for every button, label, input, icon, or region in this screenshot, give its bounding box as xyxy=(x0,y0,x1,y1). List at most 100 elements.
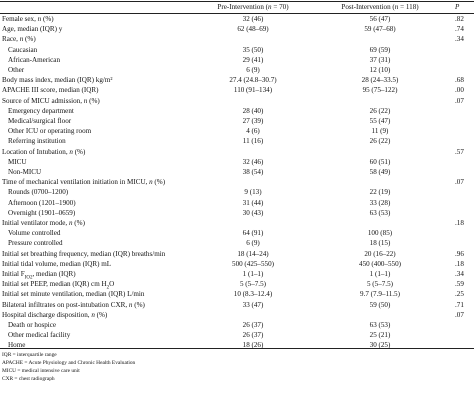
table-row: Overnight (1901–0659) 30 (43) 63 (53) xyxy=(0,208,474,218)
table-row: Race, n (%) .34 xyxy=(0,34,474,44)
table-row: Female sex, n (%) 32 (46) 56 (47) .82 xyxy=(0,14,474,24)
post-value: 37 (31) xyxy=(369,55,391,64)
row-label: Rounds (0700–1200) xyxy=(8,188,69,197)
p-value: .57 xyxy=(455,147,464,156)
row-label: African-American xyxy=(8,55,60,64)
post-value: 12 (10) xyxy=(369,66,391,74)
post-value: 5 (5–7.5) xyxy=(366,280,393,289)
p-value: .34 xyxy=(455,35,464,44)
p-value: .74 xyxy=(455,25,464,34)
p-value: .96 xyxy=(455,249,464,258)
p-value: .82 xyxy=(455,15,464,23)
bottom-rule xyxy=(0,348,474,349)
row-label: Initial set minute ventilation, median (… xyxy=(2,290,145,299)
pre-value: 6 (9) xyxy=(246,66,260,74)
table-row: Time of mechanical ventilation initiatio… xyxy=(0,177,474,187)
table-row: APACHE III score, median (IQR) 110 (91–13… xyxy=(0,85,474,95)
row-label: Age, median (IQR) y xyxy=(2,25,63,34)
row-label: Hospital discharge disposition, n (%) xyxy=(2,310,108,319)
table-row: Home 18 (26) 30 (25) xyxy=(0,340,474,350)
table-row: Bilateral infiltrates on post-intubation… xyxy=(0,300,474,310)
pre-value: 26 (37) xyxy=(242,321,264,329)
table-row: African-American 29 (41) 37 (31) xyxy=(0,55,474,65)
row-label: Other xyxy=(8,66,25,74)
post-value: 20 (16–22) xyxy=(364,249,396,258)
post-value: 100 (85) xyxy=(367,229,393,238)
table-row: Medical/surgical floor 27 (39) 55 (47) xyxy=(0,116,474,126)
row-label: Initial tidal volume, median (IQR) mL xyxy=(2,259,112,268)
row-label: Emergency department xyxy=(8,106,74,115)
post-value: 30 (25) xyxy=(369,341,391,350)
pre-value: 31 (44) xyxy=(242,198,264,207)
post-value: 1 (1–1) xyxy=(369,270,391,278)
row-label: Female sex, n (%) xyxy=(2,15,54,23)
post-value: 59 (47–68) xyxy=(364,25,396,34)
pre-value: 30 (43) xyxy=(242,208,264,217)
pre-value: 10 (8.3–12.4) xyxy=(233,290,273,299)
pre-value: 27.4 (24.8–30.7) xyxy=(229,76,277,85)
post-value: 450 (400–550) xyxy=(359,259,401,268)
table-row: Age, median (IQR) y 62 (48–69) 59 (47–68).… xyxy=(0,24,474,34)
table-row: Other medical facility 26 (37) 25 (21) xyxy=(0,330,474,340)
post-value: 60 (51) xyxy=(369,157,391,166)
pre-value: 64 (91) xyxy=(242,229,264,238)
post-value: 56 (47) xyxy=(369,15,391,23)
row-label: Bilateral infiltrates on post-intubation… xyxy=(2,300,145,309)
row-label: Pressure controlled xyxy=(8,239,63,248)
table-row: Rounds (0700–1200) 9 (13) 22 (19) xyxy=(0,187,474,197)
table-row: MICU 32 (46) 60 (51) xyxy=(0,157,474,167)
post-value: 25 (21) xyxy=(369,331,391,340)
row-label: Home xyxy=(8,341,26,350)
pre-value: 38 (54) xyxy=(242,168,264,176)
footnote: CXR = chest radiograph xyxy=(2,376,55,382)
row-label: Afternoon (1201–1900) xyxy=(8,198,76,207)
post-value: 63 (53) xyxy=(369,208,391,217)
pre-value: 29 (41) xyxy=(242,55,264,64)
pre-value: 26 (37) xyxy=(242,331,264,340)
pre-value: 4 (6) xyxy=(246,127,260,136)
row-label: Death or hospice xyxy=(8,321,57,329)
table-row: Pressure controlled 6 (9) 18 (15) xyxy=(0,238,474,248)
row-label: Other ICU or operating room xyxy=(8,127,92,136)
table-row: Initial set breathing frequency, median … xyxy=(0,249,474,259)
post-value: 55 (47) xyxy=(369,117,391,125)
table-row: Afternoon (1201–1900) 31 (44) 33 (28) xyxy=(0,198,474,208)
table-row: Hospital discharge disposition, n (%) .07 xyxy=(0,310,474,320)
row-label: Referring institution xyxy=(8,137,66,146)
p-value: .18 xyxy=(455,259,464,268)
table-row: Initial set minute ventilation, median (… xyxy=(0,289,474,299)
table-row: Emergency department 28 (40) 26 (22) xyxy=(0,106,474,116)
post-value: 9.7 (7.9–11.5) xyxy=(360,290,400,299)
pre-value: 18 (14–24) xyxy=(237,249,269,258)
row-label: Other medical facility xyxy=(8,331,71,340)
pre-value: 5 (5–7.5) xyxy=(239,280,266,289)
post-value: 95 (75–122) xyxy=(362,86,398,95)
pre-value: 35 (50) xyxy=(242,45,264,54)
table-row: Initial set PEEP, median (IQR) cm H2O 5 (… xyxy=(0,279,474,290)
post-value: 26 (22) xyxy=(369,137,391,146)
p-value: .68 xyxy=(455,76,464,85)
post-value: 33 (28) xyxy=(369,198,391,207)
row-label: Initial ventilator mode, n (%) xyxy=(2,219,85,227)
pre-value: 32 (46) xyxy=(242,15,264,23)
pre-value: 500 (425–550) xyxy=(232,259,274,268)
header-post: Post-Intervention (n = 118) xyxy=(341,3,419,11)
row-label: Time of mechanical ventilation initiatio… xyxy=(2,178,166,187)
table-row: Referring institution 11 (16) 26 (22) xyxy=(0,136,474,146)
row-label: Overnight (1901–0659) xyxy=(8,208,76,217)
row-label: Medical/surgical floor xyxy=(8,117,72,125)
post-value: 18 (15) xyxy=(369,239,391,248)
table-row: Non-MICU 38 (54) 58 (49) xyxy=(0,167,474,177)
table-row: Other 6 (9) 12 (10) xyxy=(0,65,474,75)
post-value: 22 (19) xyxy=(369,188,391,197)
pre-value: 18 (26) xyxy=(242,341,264,350)
table-row: Initial FIO2, median (IQR) 1 (1–1) 1 (1–1)… xyxy=(0,269,474,280)
pre-value: 11 (16) xyxy=(242,137,264,146)
pre-value: 32 (46) xyxy=(242,157,264,166)
p-value: .18 xyxy=(455,219,464,227)
table-row: Death or hospice 26 (37) 63 (53) xyxy=(0,320,474,330)
table-row: Body mass index, median (IQR) kg/m² 27.4 … xyxy=(0,75,474,85)
header-p: P xyxy=(455,3,460,11)
row-label: Body mass index, median (IQR) kg/m² xyxy=(2,76,113,85)
pre-value: 62 (48–69) xyxy=(237,25,269,34)
